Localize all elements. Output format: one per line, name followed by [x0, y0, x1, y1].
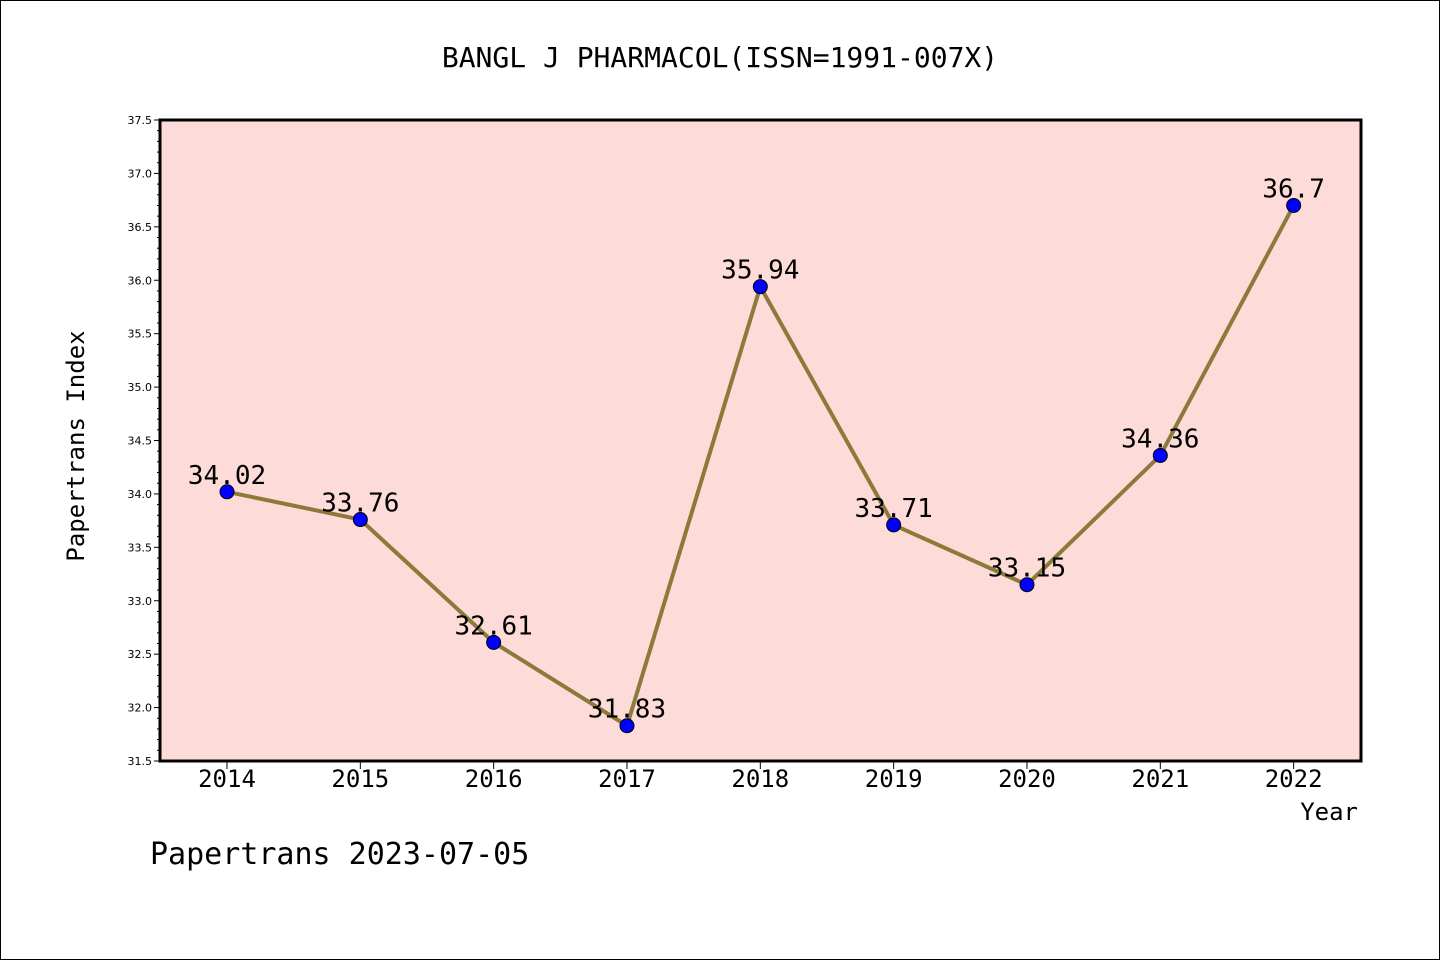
- series-group: [219, 197, 1302, 734]
- data-label: 36.7: [1262, 174, 1325, 204]
- data-label: 34.36: [1121, 424, 1199, 454]
- y-tick-label: 35.5: [128, 328, 153, 341]
- data-point: [619, 718, 635, 734]
- chart-title: BANGL J PHARMACOL(ISSN=1991-007X): [442, 41, 998, 74]
- plot-area: [158, 118, 1363, 763]
- data-point: [219, 484, 235, 500]
- data-label: 34.02: [188, 461, 266, 491]
- y-tick-label: 37.0: [128, 167, 153, 180]
- x-tick-label: 2020: [998, 765, 1056, 793]
- data-label: 33.71: [855, 494, 933, 524]
- x-tick-label: 2019: [865, 765, 923, 793]
- x-tick-label: 2016: [465, 765, 523, 793]
- x-axis: 2014 2015 2016 2017 2018 2019 2020 2021 2022: [198, 761, 1323, 793]
- x-tick-label: 2017: [598, 765, 656, 793]
- data-point: [1286, 197, 1302, 213]
- y-tick-label: 36.5: [128, 221, 153, 234]
- y-tick-label: 34.5: [128, 435, 153, 448]
- y-tick-label: 37.5: [128, 114, 153, 127]
- data-point: [486, 634, 502, 650]
- footer-text: Papertrans 2023-07-05: [150, 837, 529, 872]
- x-tick-label: 2018: [731, 765, 789, 793]
- data-point: [886, 517, 902, 533]
- data-point: [752, 279, 768, 295]
- x-axis-label: Year: [1300, 798, 1358, 826]
- data-label: 31.83: [588, 695, 666, 725]
- data-point: [1019, 577, 1035, 593]
- y-tick-label: 34.0: [128, 488, 153, 501]
- y-tick-label: 33.0: [128, 595, 153, 608]
- x-tick-label: 2021: [1131, 765, 1189, 793]
- y-tick-label: 36.0: [128, 274, 153, 287]
- x-tick-label: 2022: [1265, 765, 1323, 793]
- data-labels: 34.02 33.76 32.61 31.83 35.94 33.71 33.15 34.36…: [188, 174, 1325, 724]
- y-axis: 31.5 32.0 32.5 33.0 33.5 34.0 34.5 35.0 35.5 36.0…: [128, 114, 160, 768]
- y-tick-label: 33.5: [128, 541, 153, 554]
- data-point: [352, 512, 368, 528]
- data-label: 32.61: [455, 611, 533, 641]
- data-label: 33.15: [988, 554, 1066, 584]
- y-tick-label: 32.5: [128, 648, 153, 661]
- data-label: 35.94: [721, 256, 799, 286]
- y-axis-label: Papertrans Index: [62, 330, 90, 561]
- x-tick-label: 2014: [198, 765, 256, 793]
- data-label: 33.76: [321, 489, 399, 519]
- y-tick-label: 32.0: [128, 702, 153, 715]
- x-tick-label: 2015: [331, 765, 389, 793]
- y-tick-label: 35.0: [128, 381, 153, 394]
- data-point: [1152, 447, 1168, 463]
- y-tick-label: 31.5: [128, 755, 153, 768]
